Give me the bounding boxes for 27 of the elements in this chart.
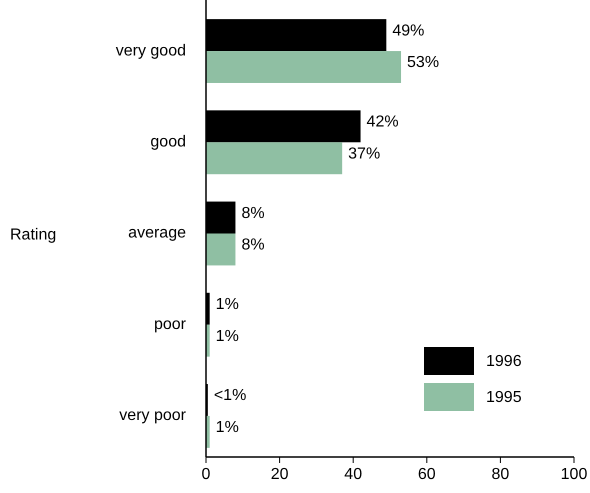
legend-label: 1995 [486, 389, 522, 406]
data-label: <1% [214, 387, 246, 404]
data-label: 42% [366, 114, 399, 131]
data-label: 49% [392, 22, 424, 40]
x-tick-label: 60 [418, 466, 436, 483]
data-label: 8% [241, 204, 265, 222]
data-label: 1% [216, 328, 239, 345]
y-tick-label: very poor [119, 407, 187, 424]
data-label: 1% [216, 296, 239, 313]
y-tick-label: good [150, 133, 186, 151]
bar [206, 142, 342, 174]
y-tick-label: very good [116, 42, 186, 60]
data-label: 1% [216, 419, 239, 436]
y-tick-label: average [128, 224, 186, 242]
y-tick-label: poor [154, 316, 187, 333]
x-tick-label: 80 [492, 466, 510, 483]
x-tick-label: 0 [202, 466, 211, 483]
x-tick-label: 100 [560, 466, 588, 483]
data-label: 8% [241, 236, 265, 254]
data-label: 37% [348, 145, 380, 162]
bar [206, 234, 236, 266]
legend-label: 1996 [486, 353, 522, 370]
bar [206, 51, 402, 83]
x-tick-label: 40 [344, 466, 362, 483]
y-axis-title: Rating [10, 226, 56, 244]
x-tick-label: 20 [270, 466, 289, 483]
data-label: 53% [407, 54, 440, 72]
